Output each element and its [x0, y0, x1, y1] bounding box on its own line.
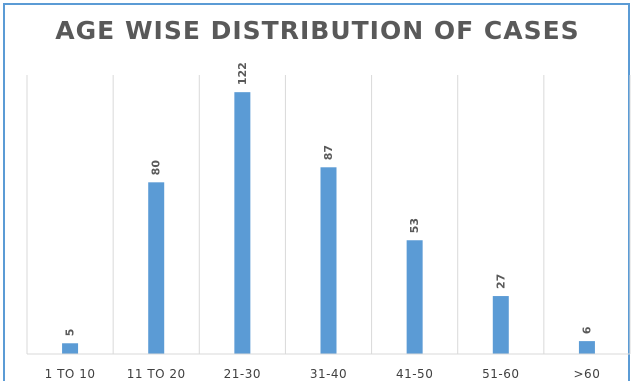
chart-title: AGE WISE DISTRIBUTION OF CASES [55, 16, 580, 45]
bar-0 [62, 343, 79, 354]
bar-6 [578, 341, 595, 354]
data-labels: 5 80 122 87 53 27 6 [64, 62, 594, 336]
data-label-0: 5 [64, 329, 77, 337]
bar-2 [234, 92, 251, 355]
bar-3 [320, 167, 337, 354]
data-label-3: 87 [322, 145, 335, 160]
data-label-2: 122 [236, 62, 249, 85]
category-label-5: 51-60 [482, 367, 519, 381]
data-label-1: 80 [150, 160, 163, 176]
category-labels: 1 TO 10 11 TO 20 21-30 31-40 41-50 51-60 >60 [45, 367, 601, 381]
data-label-5: 27 [494, 274, 507, 289]
bar-5 [492, 296, 509, 354]
bars [62, 92, 595, 355]
bar-1 [148, 182, 165, 354]
category-label-3: 31-40 [310, 367, 347, 381]
category-gridlines [26, 75, 631, 354]
category-label-0: 1 TO 10 [45, 367, 96, 381]
data-label-6: 6 [580, 326, 593, 334]
category-label-1: 11 TO 20 [127, 367, 186, 381]
category-label-4: 41-50 [396, 367, 433, 381]
bar-4 [406, 240, 423, 354]
category-label-2: 21-30 [224, 367, 261, 381]
category-label-6: >60 [574, 367, 601, 381]
data-label-4: 53 [408, 218, 421, 233]
chart-frame [3, 3, 630, 381]
